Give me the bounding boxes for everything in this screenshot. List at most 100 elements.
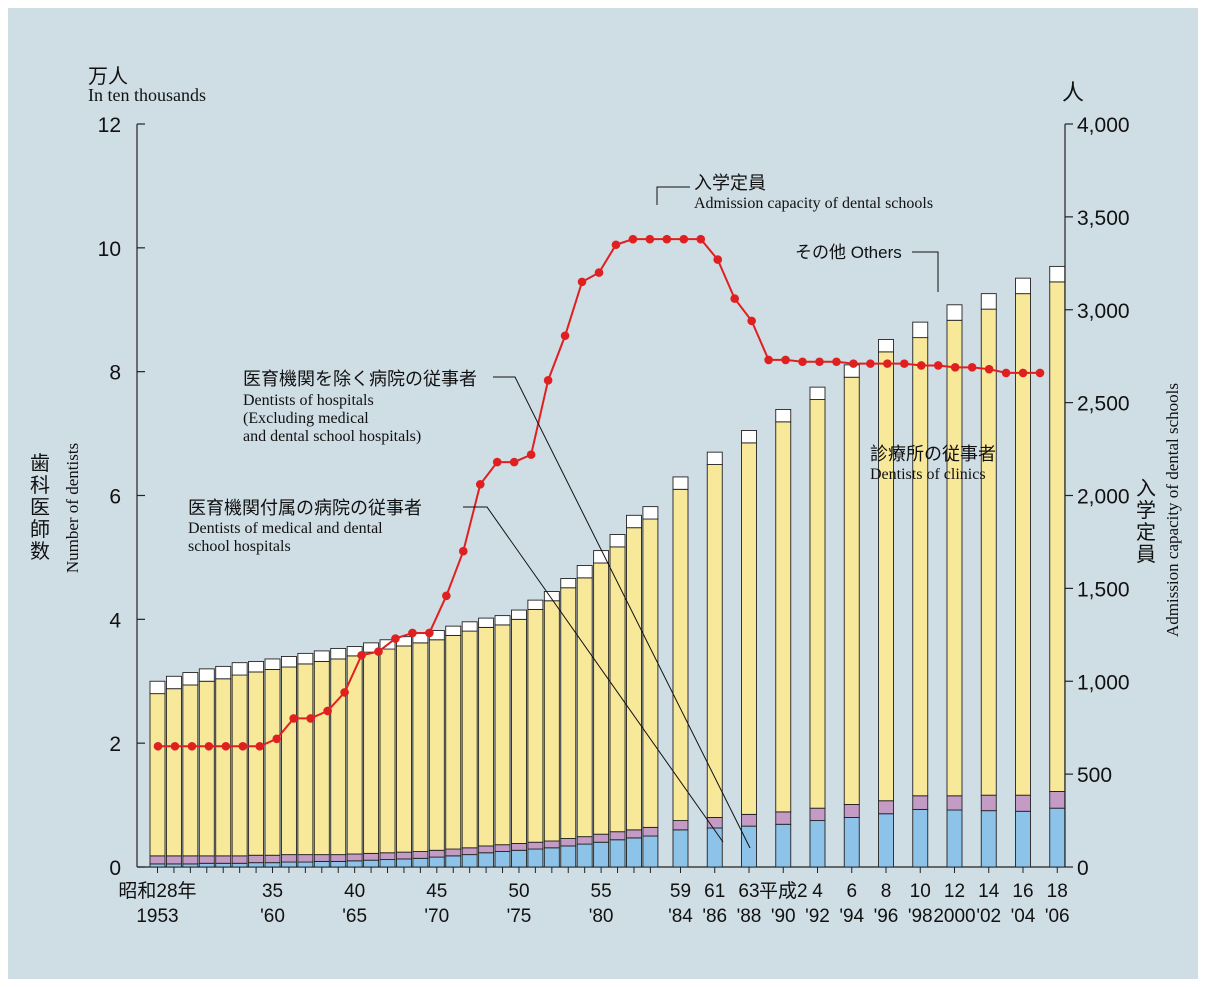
admission-point (815, 357, 824, 367)
bar-segment-others (527, 599, 544, 610)
x-tick-label-top: 14 (978, 881, 1000, 902)
bar-segment-school-hospitals (182, 863, 199, 868)
x-tick-label-bottom: '70 (424, 906, 449, 927)
bar-segment-hospitals (980, 794, 997, 812)
right-tick-label: 500 (1077, 764, 1112, 787)
bar-segment-hospitals (912, 795, 929, 810)
bar-segment-hospitals (149, 855, 166, 865)
bar-segment-others (980, 293, 997, 310)
bar-segment-others (946, 304, 963, 321)
bar-segment-clinics (576, 577, 593, 838)
bar-segment-others (198, 668, 215, 682)
bar-segment-school-hospitals (165, 863, 182, 868)
bar-segment-school-hospitals (461, 854, 478, 868)
bar-segment-clinics (809, 399, 826, 809)
bar-segment-school-hospitals (215, 862, 232, 868)
bar-segment-clinics (461, 630, 478, 849)
bar-segment-others (775, 408, 792, 423)
admission-point (543, 376, 553, 385)
admission-point (984, 364, 994, 374)
bar-segment-clinics (511, 618, 527, 844)
left-tick-label: 2 (109, 733, 121, 756)
admission-point (187, 741, 197, 751)
admission-point (357, 650, 366, 660)
bar-segment-hospitals (182, 855, 199, 865)
x-tick-label-top: 55 (591, 881, 612, 902)
bar-segment-hospitals (543, 840, 560, 849)
x-tick-label-bottom: '86 (702, 906, 727, 927)
bar-segment-hospitals (330, 854, 347, 862)
right-axis-label-jp: 入 (1136, 478, 1156, 500)
admission-point (340, 688, 349, 697)
right-axis-label-jp: 学 (1136, 499, 1156, 522)
admission-point (492, 457, 502, 467)
x-tick-label-top: 61 (704, 881, 725, 902)
x-tick-label-bottom: '96 (874, 906, 899, 927)
x-tick-label-bottom: 2000 (933, 906, 975, 927)
bar-segment-school-hospitals (313, 860, 330, 868)
bar-segment-others (809, 386, 826, 400)
bar-segment-clinics (980, 308, 997, 796)
right-axis-label-en: Admission capacity of dental schools (1163, 383, 1182, 637)
bar-segment-others (511, 609, 527, 620)
admission-point (967, 363, 977, 372)
annotation-school-hospitals-en: school hospitals (188, 538, 291, 555)
bar-segment-others (182, 672, 199, 686)
right-tick-label: 3,000 (1077, 300, 1130, 323)
bar-segment-others (741, 430, 757, 444)
bar-segment-hospitals (396, 851, 412, 860)
x-tick-label-bottom: '06 (1045, 906, 1070, 927)
bar-segment-hospitals (527, 841, 544, 850)
bar-segment-school-hospitals (843, 817, 860, 868)
x-tick-label-top: 40 (344, 881, 365, 902)
admission-point (408, 628, 417, 638)
x-tick-label-top: 12 (944, 881, 965, 902)
bar-segment-clinics (775, 421, 792, 813)
admission-point (645, 234, 655, 244)
admission-point (323, 706, 332, 716)
bar-segment-hospitals (165, 855, 182, 865)
admission-point (662, 234, 672, 244)
bar-segment-others (642, 506, 659, 520)
annotation-hospitals-jp: 医育機関を除く病院の従事者 (243, 369, 477, 389)
bar-segment-school-hospitals (428, 856, 445, 868)
bar-segment-clinics (428, 639, 445, 851)
bar-segment-clinics (231, 674, 248, 857)
x-tick-label-bottom: '98 (908, 906, 933, 927)
right-tick-label: 4,000 (1077, 114, 1130, 137)
x-tick-label-top: 18 (1047, 881, 1068, 902)
admission-point (933, 361, 943, 370)
x-tick-label-bottom: '94 (839, 906, 864, 927)
bar-segment-hospitals (672, 820, 689, 831)
bar-segment-hospitals (511, 843, 527, 851)
admission-point (628, 234, 638, 244)
bar-segment-school-hospitals (248, 862, 265, 868)
bar-segment-school-hospitals (149, 863, 166, 868)
bar-segment-school-hospitals (379, 859, 396, 868)
bar-segment-school-hospitals (576, 843, 593, 868)
admission-point (374, 647, 383, 656)
bar-segment-school-hospitals (198, 862, 215, 868)
bar-segment-others (626, 514, 642, 529)
admission-point (425, 628, 434, 638)
bar-segment-hospitals (593, 833, 610, 843)
bar-segment-others (912, 321, 929, 339)
bar-segment-clinics (878, 351, 894, 802)
bar-segment-hospitals (609, 831, 626, 841)
left-axis-label-jp: 科 (30, 474, 50, 497)
left-tick-label: 10 (98, 238, 121, 261)
admission-point (1035, 368, 1045, 378)
bar-segment-hospitals (809, 807, 826, 822)
bar-segment-others (330, 647, 347, 660)
x-tick-label-top: 平成2 (759, 880, 808, 902)
bar-segment-clinics (346, 655, 363, 855)
admission-point (764, 355, 773, 365)
bar-segment-clinics (543, 600, 560, 842)
bar-segment-others (297, 652, 314, 665)
left-axis-label-jp: 数 (30, 540, 50, 563)
x-tick-label-top: 6 (846, 881, 857, 902)
annotation-hospitals-en: and dental school hospitals) (243, 428, 421, 445)
bar-segment-clinics (198, 680, 215, 857)
bar-segment-school-hospitals (912, 808, 929, 868)
